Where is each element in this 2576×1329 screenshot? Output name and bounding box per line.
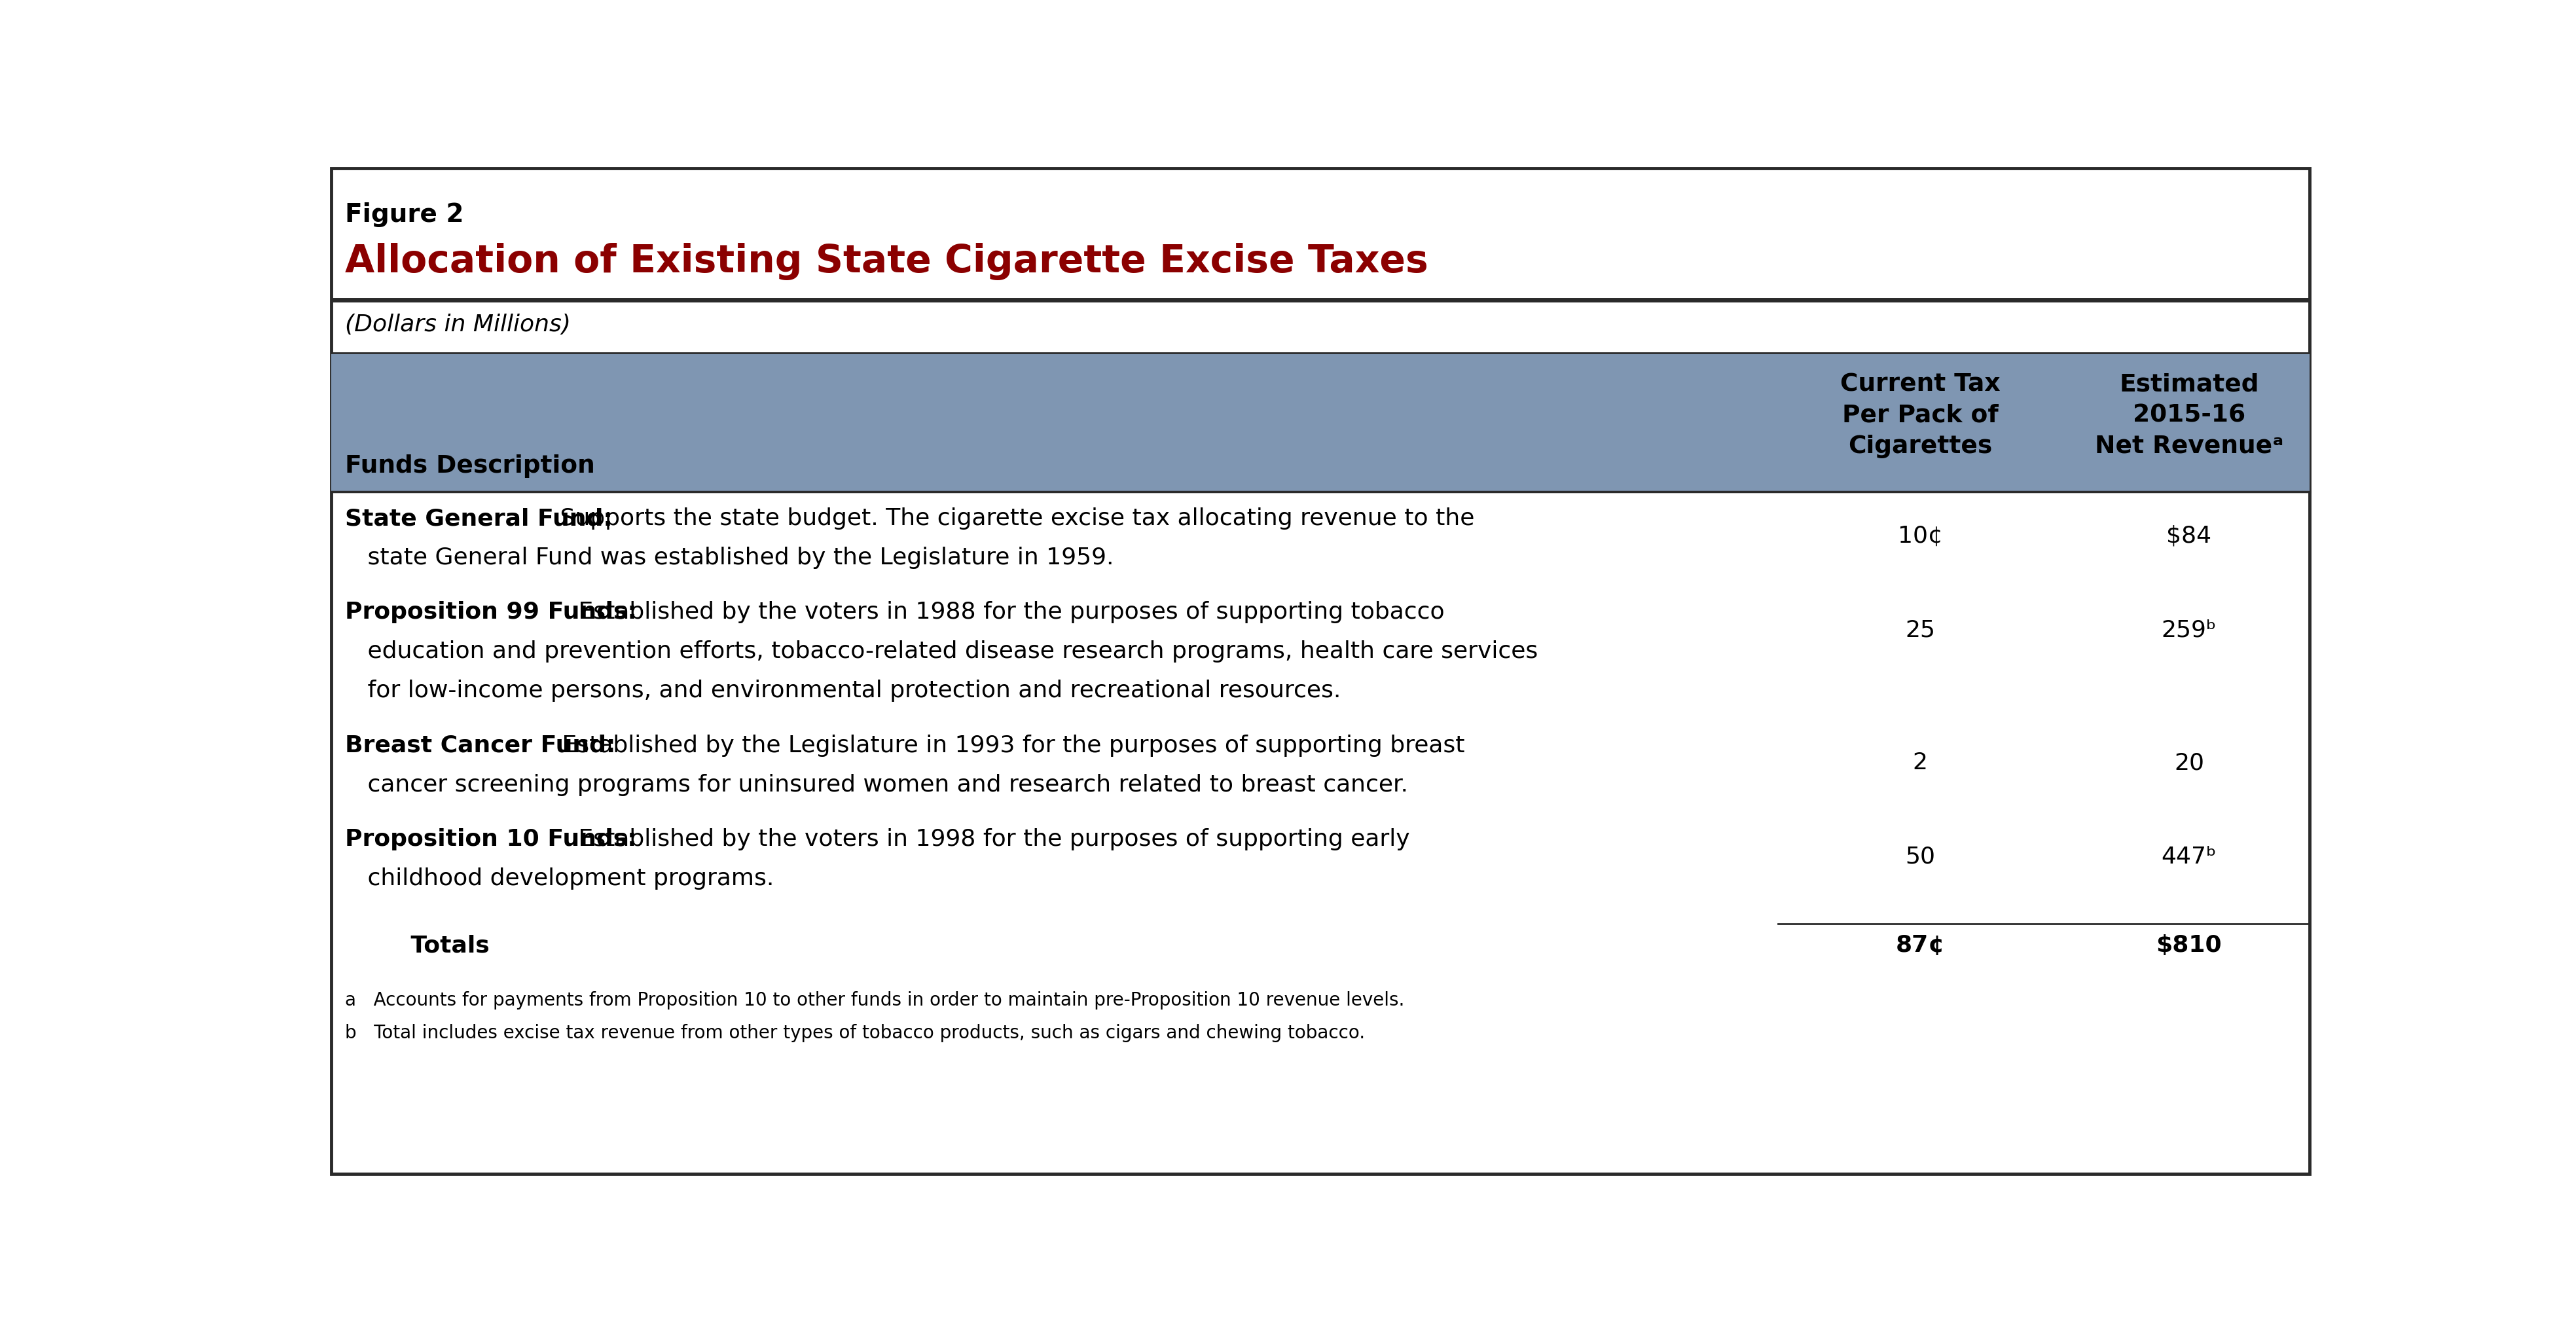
Text: Allocation of Existing State Cigarette Excise Taxes: Allocation of Existing State Cigarette E… xyxy=(345,243,1427,280)
Text: Established by the voters in 1998 for the purposes of supporting early: Established by the voters in 1998 for th… xyxy=(572,828,1409,849)
Text: Totals: Totals xyxy=(379,934,489,956)
Text: (Dollars in Millions): (Dollars in Millions) xyxy=(345,314,572,335)
Text: Breast Cancer Fund:: Breast Cancer Fund: xyxy=(345,734,616,756)
Text: Supports the state budget. The cigarette excise tax allocating revenue to the: Supports the state budget. The cigarette… xyxy=(551,508,1473,529)
Text: state General Fund was established by the Legislature in 1959.: state General Fund was established by th… xyxy=(345,546,1113,569)
Text: 20: 20 xyxy=(2174,751,2205,773)
Text: Estimated
2015-16
Net Revenueᵃ: Estimated 2015-16 Net Revenueᵃ xyxy=(2094,372,2282,459)
Text: 2: 2 xyxy=(1911,751,1927,773)
Text: b   Total includes excise tax revenue from other types of tobacco products, such: b Total includes excise tax revenue from… xyxy=(345,1023,1365,1042)
Text: Established by the Legislature in 1993 for the purposes of supporting breast: Established by the Legislature in 1993 f… xyxy=(554,734,1466,756)
Text: cancer screening programs for uninsured women and research related to breast can: cancer screening programs for uninsured … xyxy=(345,773,1409,796)
Text: $810: $810 xyxy=(2156,934,2223,956)
Text: $84: $84 xyxy=(2166,525,2213,548)
Text: State General Fund:: State General Fund: xyxy=(345,508,613,529)
Text: for low-income persons, and environmental protection and recreational resources.: for low-income persons, and environmenta… xyxy=(345,679,1340,702)
Text: a   Accounts for payments from Proposition 10 to other funds in order to maintai: a Accounts for payments from Proposition… xyxy=(345,991,1404,1009)
Text: childhood development programs.: childhood development programs. xyxy=(345,867,773,889)
Text: Proposition 99 Funds:: Proposition 99 Funds: xyxy=(345,601,636,623)
Text: Established by the voters in 1988 for the purposes of supporting tobacco: Established by the voters in 1988 for th… xyxy=(572,601,1445,623)
Text: Current Tax
Per Pack of
Cigarettes: Current Tax Per Pack of Cigarettes xyxy=(1839,372,1999,459)
Text: 447ᵇ: 447ᵇ xyxy=(2161,845,2218,868)
Text: 259ᵇ: 259ᵇ xyxy=(2161,618,2215,641)
Text: Funds Description: Funds Description xyxy=(345,455,595,478)
Text: 50: 50 xyxy=(1906,845,1935,868)
Text: 25: 25 xyxy=(1906,618,1935,641)
Bar xyxy=(332,354,2308,492)
Text: Proposition 10 Funds:: Proposition 10 Funds: xyxy=(345,828,636,849)
Text: 87¢: 87¢ xyxy=(1896,934,1945,956)
Text: education and prevention efforts, tobacco-related disease research programs, hea: education and prevention efforts, tobacc… xyxy=(345,641,1538,662)
Text: Figure 2: Figure 2 xyxy=(345,202,464,227)
Text: 10¢: 10¢ xyxy=(1899,525,1942,548)
